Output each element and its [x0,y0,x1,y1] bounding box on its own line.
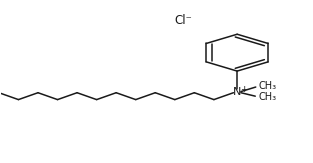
Text: CH₃: CH₃ [259,92,276,102]
Text: N: N [233,87,241,97]
Text: CH₃: CH₃ [259,81,277,91]
Text: Cl⁻: Cl⁻ [174,14,192,27]
Text: +: + [240,85,248,94]
